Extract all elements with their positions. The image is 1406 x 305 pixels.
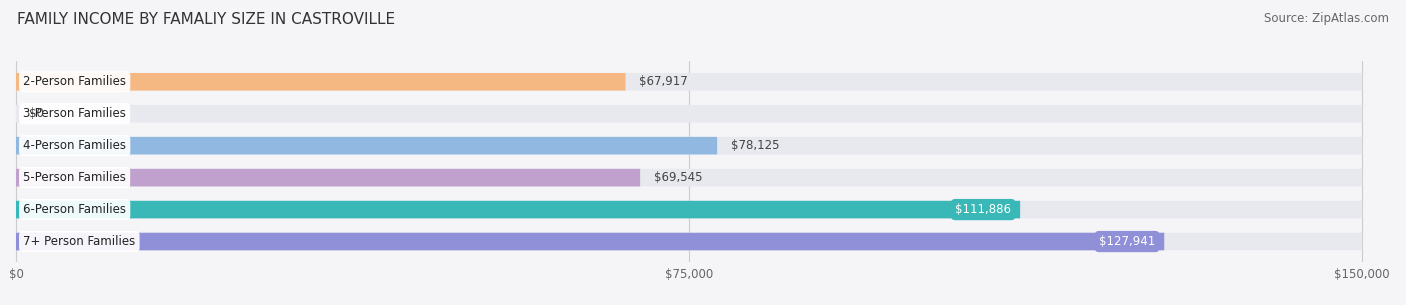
FancyBboxPatch shape bbox=[15, 137, 717, 154]
FancyBboxPatch shape bbox=[15, 73, 1362, 91]
FancyBboxPatch shape bbox=[15, 73, 626, 91]
Text: 2-Person Families: 2-Person Families bbox=[22, 75, 127, 88]
FancyBboxPatch shape bbox=[15, 169, 640, 186]
Text: 6-Person Families: 6-Person Families bbox=[22, 203, 127, 216]
FancyBboxPatch shape bbox=[15, 233, 1362, 250]
Text: $78,125: $78,125 bbox=[731, 139, 779, 152]
Text: 4-Person Families: 4-Person Families bbox=[22, 139, 127, 152]
Text: FAMILY INCOME BY FAMALIY SIZE IN CASTROVILLE: FAMILY INCOME BY FAMALIY SIZE IN CASTROV… bbox=[17, 12, 395, 27]
Text: 5-Person Families: 5-Person Families bbox=[22, 171, 127, 184]
Text: Source: ZipAtlas.com: Source: ZipAtlas.com bbox=[1264, 12, 1389, 25]
Text: 7+ Person Families: 7+ Person Families bbox=[22, 235, 135, 248]
FancyBboxPatch shape bbox=[15, 201, 1362, 218]
FancyBboxPatch shape bbox=[15, 233, 1164, 250]
Text: $67,917: $67,917 bbox=[638, 75, 688, 88]
FancyBboxPatch shape bbox=[15, 169, 1362, 186]
Text: $0: $0 bbox=[30, 107, 45, 120]
Text: $69,545: $69,545 bbox=[654, 171, 702, 184]
Text: 3-Person Families: 3-Person Families bbox=[22, 107, 127, 120]
FancyBboxPatch shape bbox=[15, 105, 1362, 123]
Text: $111,886: $111,886 bbox=[955, 203, 1011, 216]
FancyBboxPatch shape bbox=[15, 201, 1021, 218]
FancyBboxPatch shape bbox=[15, 137, 1362, 154]
Text: $127,941: $127,941 bbox=[1099, 235, 1156, 248]
